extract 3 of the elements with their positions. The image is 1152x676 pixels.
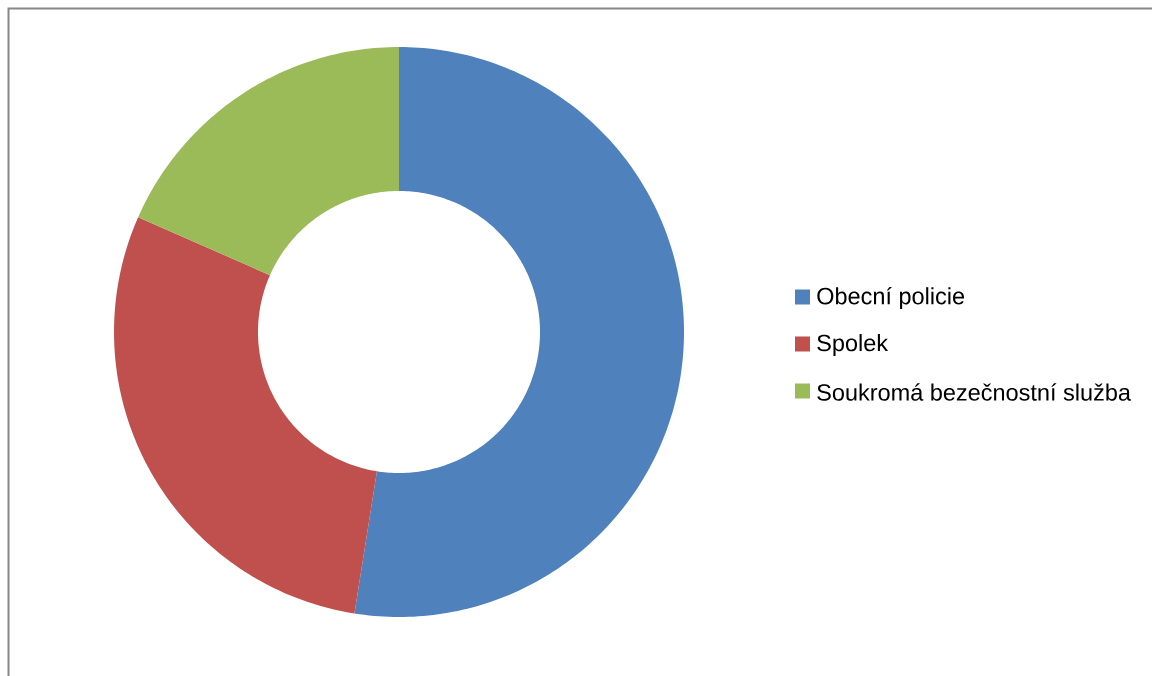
legend-label: Spolek xyxy=(817,334,889,356)
legend-label: Obecní policie xyxy=(817,286,965,310)
legend-label: Soukromá bezečnostní služba xyxy=(817,383,1131,401)
